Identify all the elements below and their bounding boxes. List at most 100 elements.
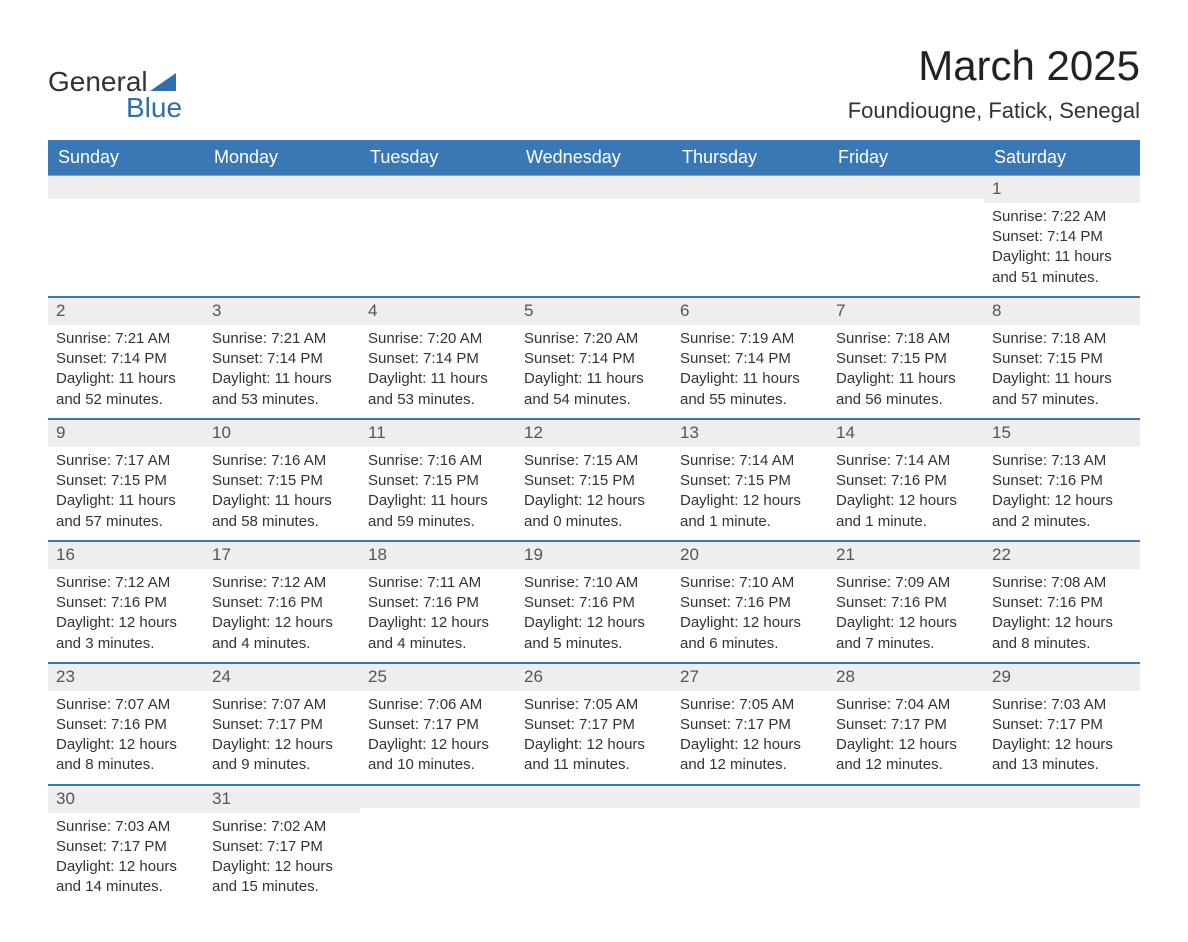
empty-day-body [48,199,204,279]
calendar-day-cell: 6Sunrise: 7:19 AMSunset: 7:14 PMDaylight… [672,296,828,418]
day-daylight2: and 51 minutes. [992,268,1132,288]
calendar-day-cell: 26Sunrise: 7:05 AMSunset: 7:17 PMDayligh… [516,662,672,784]
calendar-day-cell: 17Sunrise: 7:12 AMSunset: 7:16 PMDayligh… [204,540,360,662]
day-sunset: Sunset: 7:17 PM [56,837,196,857]
day-daylight1: Daylight: 12 hours [368,613,508,633]
day-sunrise: Sunrise: 7:12 AM [56,573,196,593]
day-daylight2: and 57 minutes. [56,512,196,532]
day-daylight1: Daylight: 12 hours [992,491,1132,511]
day-daylight2: and 15 minutes. [212,877,352,897]
day-daylight2: and 3 minutes. [56,634,196,654]
day-sunset: Sunset: 7:17 PM [212,837,352,857]
day-daylight1: Daylight: 11 hours [992,369,1132,389]
day-daylight1: Daylight: 11 hours [680,369,820,389]
day-number: 10 [204,418,360,447]
empty-day-body [984,808,1140,888]
day-daylight1: Daylight: 12 hours [992,735,1132,755]
calendar-week-row: 16Sunrise: 7:12 AMSunset: 7:16 PMDayligh… [48,540,1140,662]
day-number: 25 [360,662,516,691]
day-daylight1: Daylight: 11 hours [524,369,664,389]
day-sunrise: Sunrise: 7:03 AM [56,817,196,837]
calendar-day-cell: 4Sunrise: 7:20 AMSunset: 7:14 PMDaylight… [360,296,516,418]
day-sunset: Sunset: 7:16 PM [56,715,196,735]
empty-day-body [204,199,360,279]
empty-day-body [516,808,672,888]
day-sunrise: Sunrise: 7:21 AM [212,329,352,349]
day-body: Sunrise: 7:14 AMSunset: 7:15 PMDaylight:… [672,447,828,540]
day-sunset: Sunset: 7:16 PM [56,593,196,613]
day-sunset: Sunset: 7:17 PM [368,715,508,735]
calendar-day-cell: 12Sunrise: 7:15 AMSunset: 7:15 PMDayligh… [516,418,672,540]
day-body: Sunrise: 7:20 AMSunset: 7:14 PMDaylight:… [360,325,516,418]
calendar-day-cell: 31Sunrise: 7:02 AMSunset: 7:17 PMDayligh… [204,784,360,906]
day-header: Wednesday [516,140,672,175]
day-number: 12 [516,418,672,447]
day-body: Sunrise: 7:10 AMSunset: 7:16 PMDaylight:… [516,569,672,662]
day-number: 13 [672,418,828,447]
day-sunset: Sunset: 7:15 PM [212,471,352,491]
day-number: 23 [48,662,204,691]
day-daylight1: Daylight: 11 hours [56,491,196,511]
day-sunrise: Sunrise: 7:14 AM [836,451,976,471]
calendar-day-cell: 16Sunrise: 7:12 AMSunset: 7:16 PMDayligh… [48,540,204,662]
day-sunset: Sunset: 7:17 PM [992,715,1132,735]
day-sunset: Sunset: 7:14 PM [524,349,664,369]
day-number: 21 [828,540,984,569]
day-daylight1: Daylight: 12 hours [680,491,820,511]
empty-day-body [360,199,516,279]
day-header: Friday [828,140,984,175]
day-body: Sunrise: 7:08 AMSunset: 7:16 PMDaylight:… [984,569,1140,662]
day-sunset: Sunset: 7:16 PM [524,593,664,613]
day-sunrise: Sunrise: 7:02 AM [212,817,352,837]
day-sunrise: Sunrise: 7:10 AM [680,573,820,593]
day-daylight1: Daylight: 12 hours [56,857,196,877]
calendar-day-cell: 13Sunrise: 7:14 AMSunset: 7:15 PMDayligh… [672,418,828,540]
day-sunset: Sunset: 7:17 PM [680,715,820,735]
day-number: 22 [984,540,1140,569]
day-daylight2: and 14 minutes. [56,877,196,897]
day-sunset: Sunset: 7:15 PM [368,471,508,491]
day-daylight1: Daylight: 12 hours [836,735,976,755]
calendar-day-cell: 14Sunrise: 7:14 AMSunset: 7:16 PMDayligh… [828,418,984,540]
day-sunset: Sunset: 7:14 PM [56,349,196,369]
calendar-day-cell [984,784,1140,906]
calendar-day-cell: 3Sunrise: 7:21 AMSunset: 7:14 PMDaylight… [204,296,360,418]
empty-day-header [672,175,828,199]
day-body: Sunrise: 7:21 AMSunset: 7:14 PMDaylight:… [204,325,360,418]
day-daylight2: and 12 minutes. [836,755,976,775]
day-daylight1: Daylight: 12 hours [836,613,976,633]
day-daylight2: and 53 minutes. [212,390,352,410]
calendar-day-cell: 2Sunrise: 7:21 AMSunset: 7:14 PMDaylight… [48,296,204,418]
calendar-day-cell: 19Sunrise: 7:10 AMSunset: 7:16 PMDayligh… [516,540,672,662]
day-sunset: Sunset: 7:16 PM [836,593,976,613]
day-body: Sunrise: 7:09 AMSunset: 7:16 PMDaylight:… [828,569,984,662]
day-body: Sunrise: 7:12 AMSunset: 7:16 PMDaylight:… [204,569,360,662]
calendar-day-cell [828,784,984,906]
day-number: 28 [828,662,984,691]
day-number: 24 [204,662,360,691]
day-body: Sunrise: 7:12 AMSunset: 7:16 PMDaylight:… [48,569,204,662]
day-body: Sunrise: 7:19 AMSunset: 7:14 PMDaylight:… [672,325,828,418]
day-sunrise: Sunrise: 7:09 AM [836,573,976,593]
location-subtitle: Foundiougne, Fatick, Senegal [848,98,1140,124]
day-daylight1: Daylight: 12 hours [992,613,1132,633]
day-body: Sunrise: 7:07 AMSunset: 7:16 PMDaylight:… [48,691,204,784]
day-header: Sunday [48,140,204,175]
calendar-day-cell: 23Sunrise: 7:07 AMSunset: 7:16 PMDayligh… [48,662,204,784]
day-body: Sunrise: 7:02 AMSunset: 7:17 PMDaylight:… [204,813,360,906]
day-number: 20 [672,540,828,569]
day-sunset: Sunset: 7:17 PM [836,715,976,735]
day-body: Sunrise: 7:14 AMSunset: 7:16 PMDaylight:… [828,447,984,540]
day-header-row: SundayMondayTuesdayWednesdayThursdayFrid… [48,140,1140,175]
day-sunrise: Sunrise: 7:17 AM [56,451,196,471]
day-sunset: Sunset: 7:16 PM [836,471,976,491]
day-sunset: Sunset: 7:15 PM [680,471,820,491]
day-body: Sunrise: 7:06 AMSunset: 7:17 PMDaylight:… [360,691,516,784]
calendar-day-cell: 30Sunrise: 7:03 AMSunset: 7:17 PMDayligh… [48,784,204,906]
day-daylight1: Daylight: 11 hours [56,369,196,389]
calendar-day-cell: 27Sunrise: 7:05 AMSunset: 7:17 PMDayligh… [672,662,828,784]
day-header: Tuesday [360,140,516,175]
calendar-day-cell [48,175,204,296]
day-sunset: Sunset: 7:16 PM [992,593,1132,613]
day-body: Sunrise: 7:15 AMSunset: 7:15 PMDaylight:… [516,447,672,540]
